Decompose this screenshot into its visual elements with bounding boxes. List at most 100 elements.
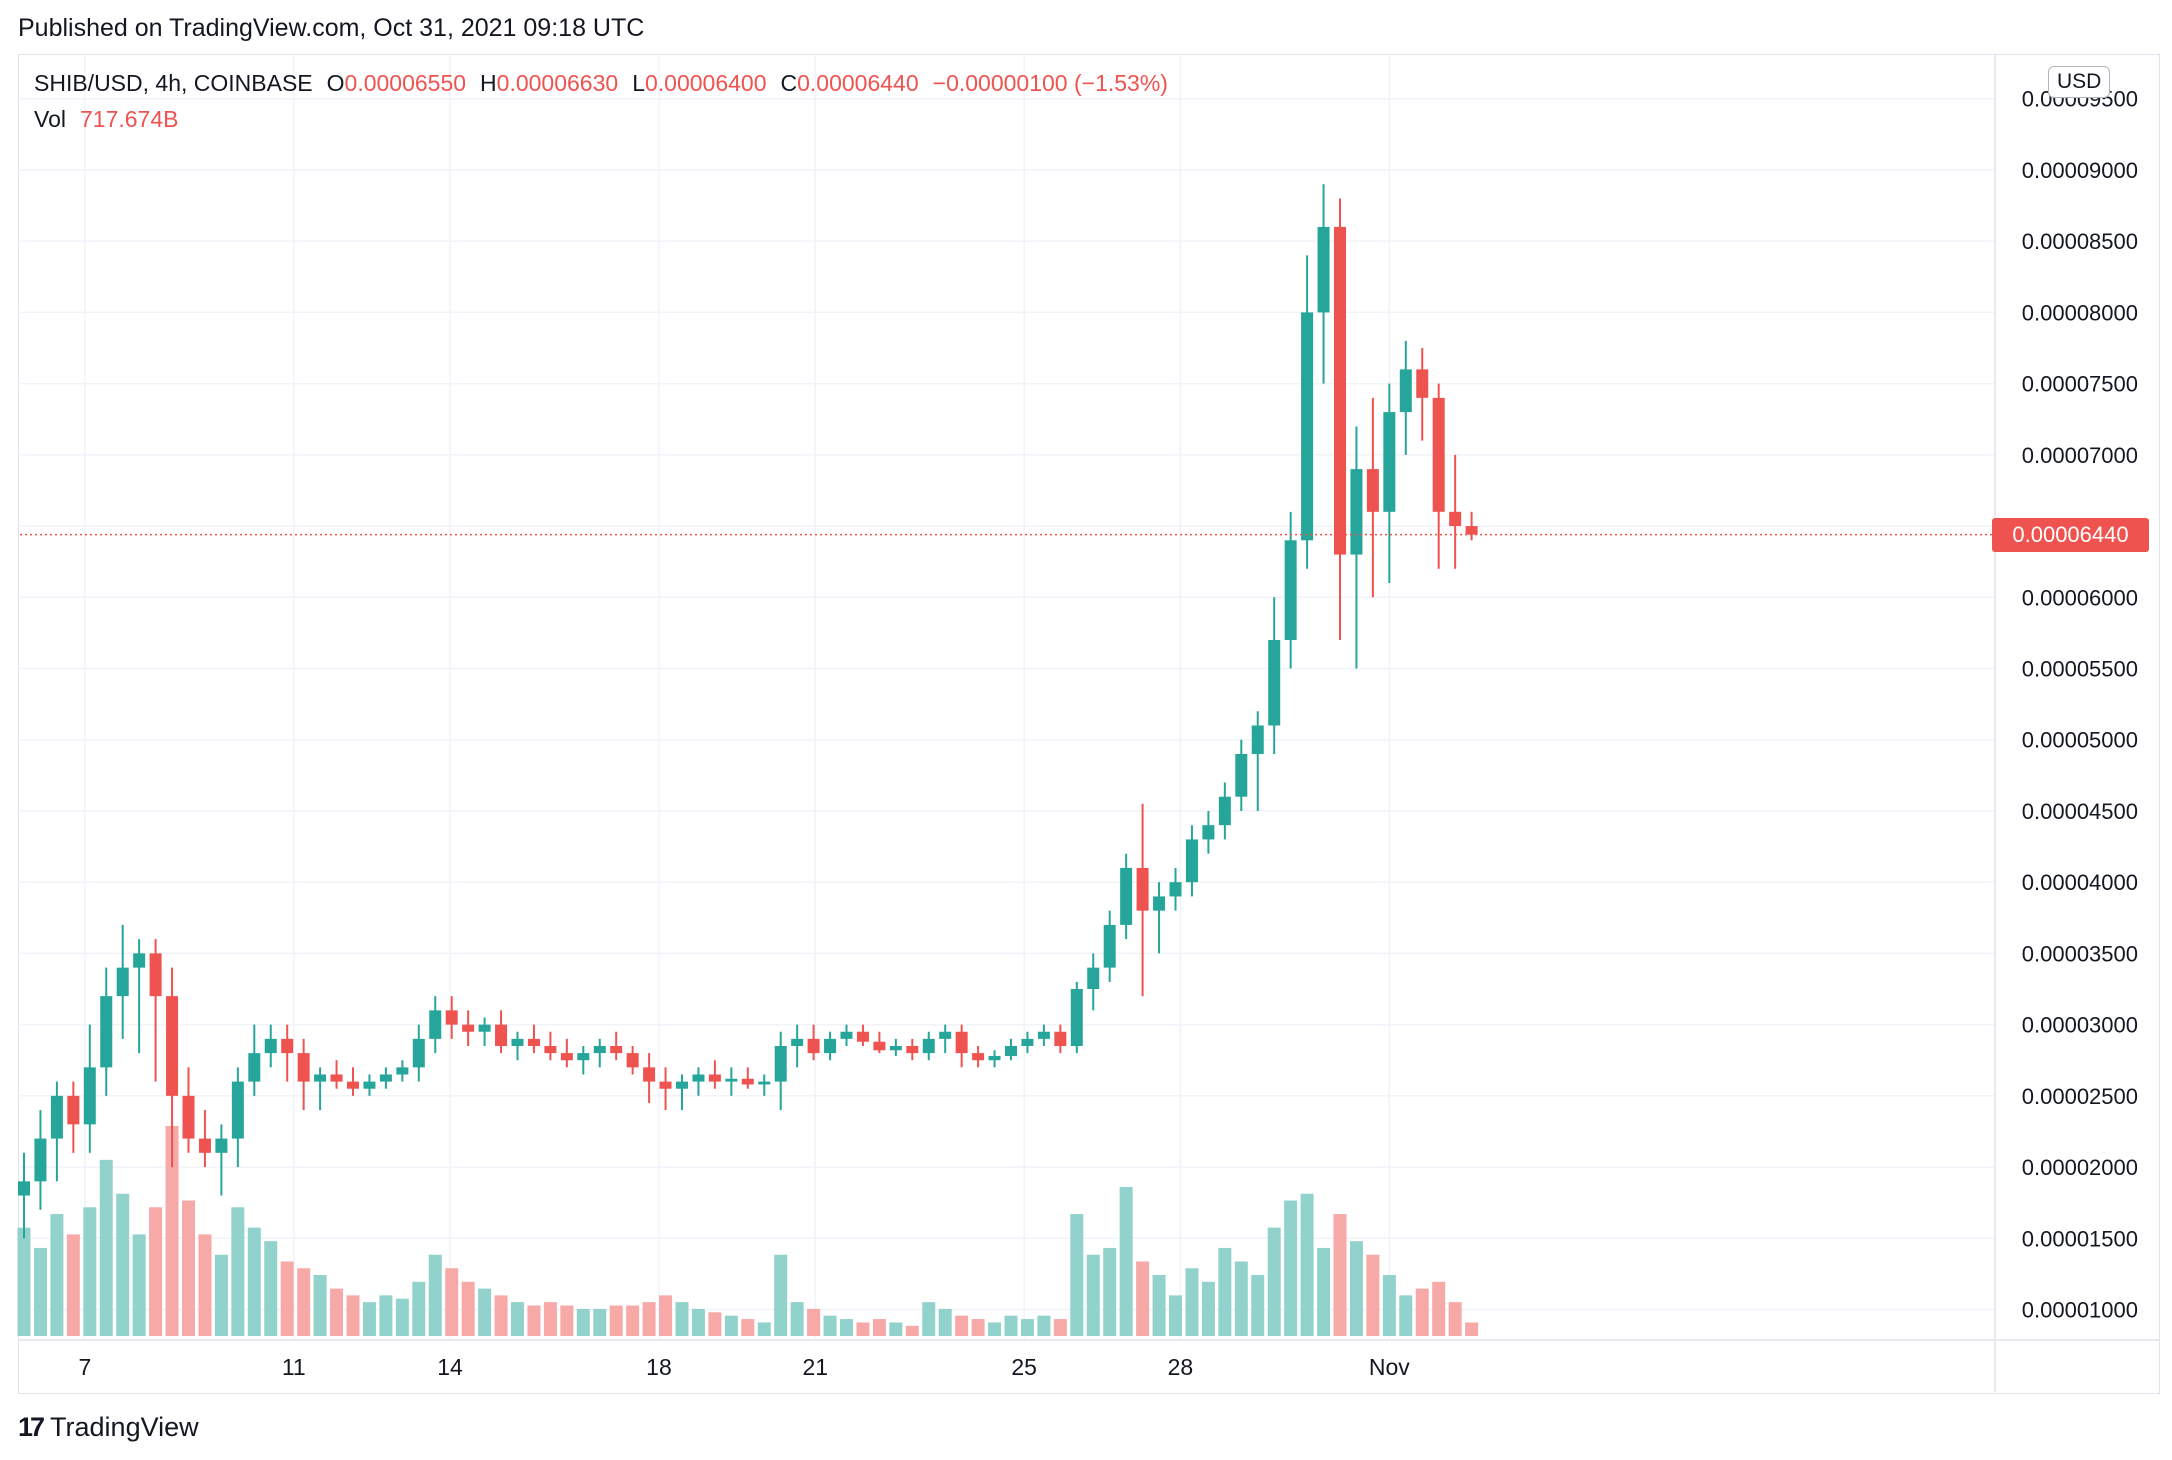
candle-body	[1037, 1031, 1050, 1039]
volume-bar	[543, 1302, 557, 1336]
volume-bar	[1415, 1288, 1429, 1336]
volume-bar	[231, 1207, 245, 1336]
candle-body	[330, 1074, 343, 1082]
candle-body	[1005, 1045, 1017, 1056]
volume-bar	[971, 1319, 985, 1336]
volume-bar	[724, 1315, 738, 1336]
price-tick-label: 0.00002500	[2022, 1084, 2138, 1109]
candle-body	[725, 1078, 738, 1082]
candle-body	[379, 1074, 392, 1082]
volume-bar	[955, 1315, 969, 1336]
volume-bar	[889, 1322, 903, 1336]
price-tick-label: 0.00003500	[2022, 941, 2138, 966]
candle-body	[1153, 896, 1166, 911]
volume-bar	[626, 1305, 640, 1336]
candle-body	[1432, 397, 1445, 512]
candle-body	[1087, 967, 1100, 990]
date-tick-label: 21	[802, 1354, 828, 1380]
volume-bar	[33, 1247, 47, 1336]
candle-body	[18, 1181, 30, 1196]
price-axis[interactable]: 0.000095000.000090000.000085000.00008000…	[2022, 87, 2138, 1323]
candle-body	[873, 1041, 886, 1051]
volume-bar	[511, 1302, 524, 1336]
volume-bar	[99, 1159, 113, 1336]
volume-bar	[1004, 1315, 1018, 1336]
candle-body	[133, 953, 146, 968]
candle-body	[182, 1095, 195, 1139]
vol-value: 717.674B	[79, 106, 179, 132]
candle-body	[1416, 369, 1429, 398]
volume-bar	[165, 1126, 179, 1336]
candle-body	[840, 1031, 853, 1039]
candle-body	[1284, 540, 1297, 641]
tradingview-logo[interactable]: 17 TradingView	[18, 1412, 199, 1443]
candle-body	[1021, 1038, 1034, 1046]
volume-bar	[872, 1319, 886, 1336]
candle-body	[527, 1038, 540, 1046]
volume-bar	[247, 1227, 261, 1336]
candle-body	[1120, 867, 1133, 925]
candle-body	[1268, 640, 1281, 726]
candle-body	[1334, 226, 1346, 555]
volume-bar	[823, 1315, 837, 1336]
volume-bar	[132, 1234, 146, 1336]
candle-body	[758, 1081, 771, 1085]
volume-bar	[527, 1305, 541, 1336]
candle-body	[363, 1081, 376, 1089]
volume-bar	[297, 1268, 311, 1336]
volume-bar	[905, 1325, 919, 1336]
volume-bar	[1251, 1275, 1265, 1336]
date-tick-label: Nov	[1369, 1354, 1410, 1380]
volume-bar	[708, 1312, 722, 1336]
price-tick-label: 0.00004500	[2022, 799, 2138, 824]
candle-body	[511, 1038, 524, 1046]
time-axis[interactable]: 7 11 14 18 21 25 28 Nov	[78, 1354, 1410, 1380]
volume-bar	[1382, 1275, 1396, 1336]
volume-bar	[182, 1200, 195, 1336]
volume-bar	[1020, 1319, 1034, 1336]
published-caption: Published on TradingView.com, Oct 31, 20…	[18, 14, 645, 42]
candle-body	[1465, 526, 1478, 535]
price-tick-label: 0.00007000	[2022, 443, 2138, 468]
volume-bar	[149, 1207, 163, 1336]
tradingview-brand: TradingView	[50, 1412, 199, 1442]
volume-bar	[494, 1295, 508, 1336]
volume-bar	[1300, 1193, 1314, 1336]
candle-body	[955, 1031, 968, 1054]
volume-bar	[840, 1319, 853, 1336]
price-tick-label: 0.00001000	[2022, 1298, 2138, 1323]
volume-bar	[313, 1275, 327, 1336]
volume-bar	[1070, 1214, 1084, 1336]
volume-bar	[560, 1305, 574, 1336]
candle-body	[1103, 924, 1116, 968]
volume-bar	[379, 1295, 393, 1336]
candle-body	[67, 1095, 80, 1125]
candle-body	[1185, 839, 1198, 883]
symbol-label[interactable]: SHIB/USD, 4h, COINBASE	[34, 70, 313, 96]
volume-bars	[17, 1126, 1479, 1336]
volume-bar	[659, 1295, 673, 1336]
volume-bar	[478, 1288, 492, 1336]
volume-bar	[412, 1281, 426, 1336]
volume-bar	[856, 1322, 870, 1336]
volume-bar	[741, 1319, 755, 1336]
candle-body	[972, 1053, 985, 1061]
date-tick-label: 14	[437, 1354, 463, 1380]
candle-body	[396, 1067, 409, 1075]
candle-body	[659, 1081, 672, 1089]
candle-body	[922, 1038, 935, 1054]
price-tick-label: 0.00002000	[2022, 1155, 2138, 1180]
currency-button[interactable]: USD	[2048, 66, 2111, 98]
ohlc-legend: SHIB/USD, 4h, COINBASE O0.00006550 H0.0000…	[34, 70, 1182, 97]
volume-bar	[1432, 1281, 1446, 1336]
low-label: L	[632, 70, 645, 96]
volume-bar	[264, 1241, 278, 1336]
candle-body	[429, 1010, 442, 1039]
candle-body	[939, 1031, 952, 1039]
candle-body	[198, 1138, 211, 1153]
price-tick-label: 0.00008000	[2022, 300, 2138, 325]
volume-bar	[1333, 1214, 1347, 1336]
close-label: C	[780, 70, 798, 96]
candle-body	[83, 1067, 96, 1125]
